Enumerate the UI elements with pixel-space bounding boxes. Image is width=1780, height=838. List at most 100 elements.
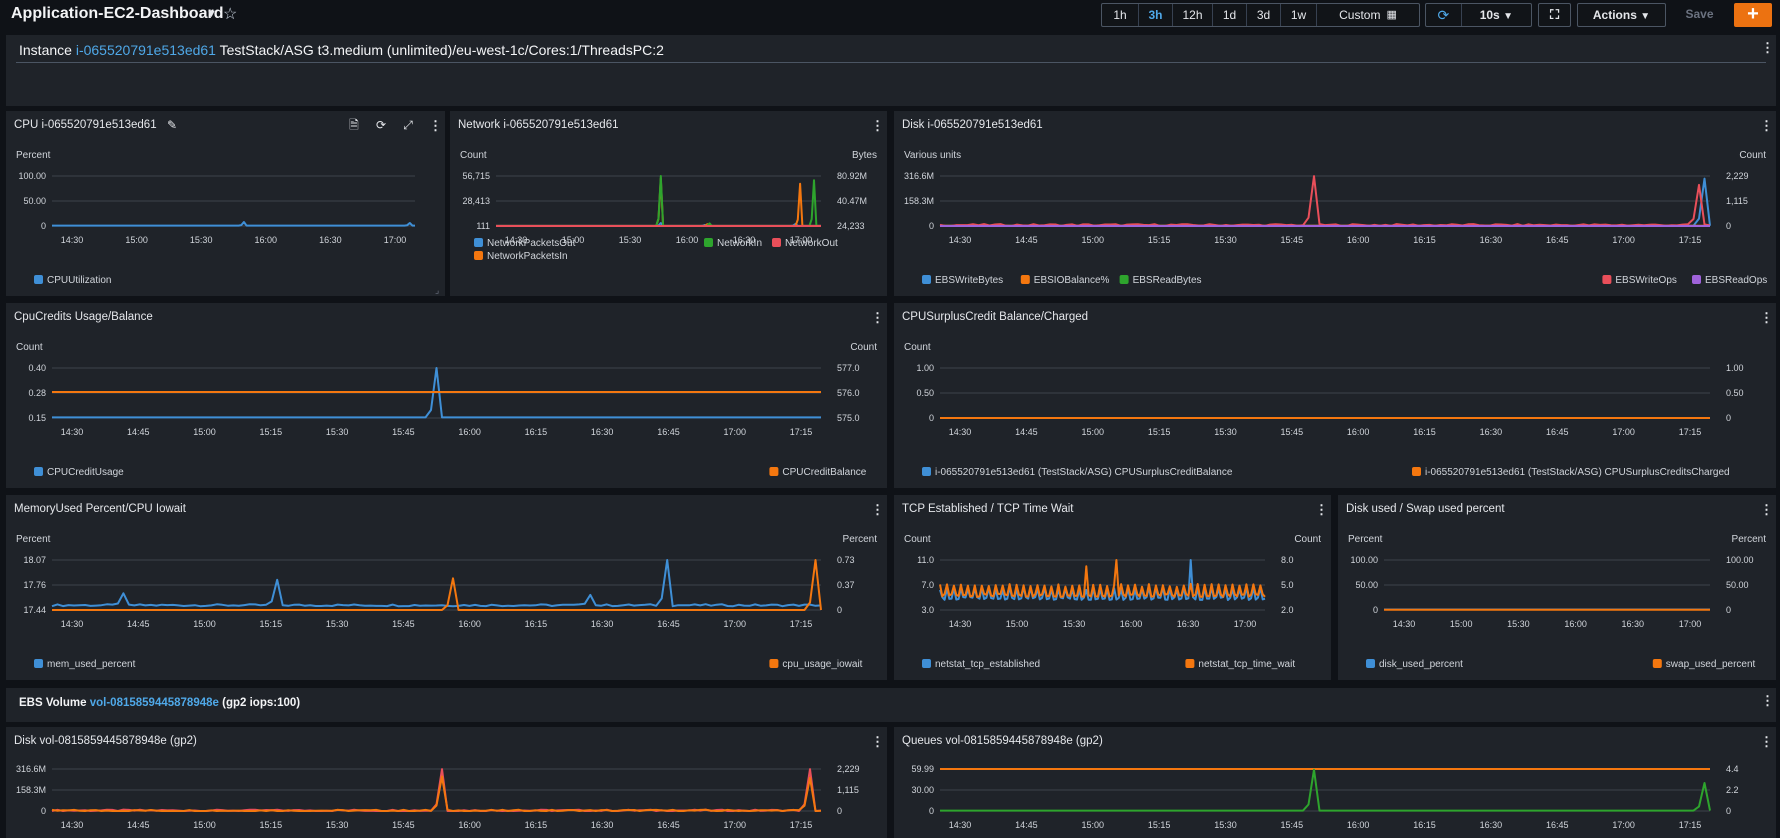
x-tick-label: 17:00 (723, 427, 746, 437)
right-axis-unit: Bytes (852, 150, 877, 161)
y2-tick-label: 8.0 (1281, 555, 1294, 565)
legend-item[interactable]: EBSWriteBytes (922, 275, 1003, 286)
dashboard-title[interactable]: Application-EC2-Dashboard (11, 5, 224, 22)
x-tick-label: 15:30 (326, 427, 349, 437)
y2-tick-label: 575.0 (837, 413, 860, 423)
y-tick-label: 100.00 (1350, 555, 1378, 565)
legend-item[interactable]: NetworkPacketsOut (474, 238, 576, 249)
widget-menu-icon[interactable]: ⋮ (1760, 118, 1773, 133)
x-tick-label: 14:30 (61, 427, 84, 437)
refresh-interval-dropdown[interactable]: 10s ▼ (1462, 4, 1531, 26)
edit-title-icon[interactable]: ✎ (167, 118, 178, 132)
top-bar: Application-EC2-Dashboard ▼ ☆ 1h 3h 12h … (0, 0, 1780, 30)
widget-menu-icon[interactable]: ⋮ (871, 310, 884, 325)
legend-item[interactable]: NetworkIn (704, 238, 762, 249)
widget-menu-icon[interactable]: ⋮ (1760, 310, 1773, 325)
y-tick-label: 0 (929, 413, 934, 423)
time-range-1h[interactable]: 1h (1102, 4, 1139, 26)
x-tick-label: 14:30 (949, 235, 972, 245)
ebs-volume-link[interactable]: vol-0815859445878948e (89, 697, 219, 709)
legend-item[interactable]: CPUCreditUsage (34, 467, 124, 478)
panel-title[interactable]: Queues vol-0815859445878948e (gp2) (902, 735, 1103, 747)
legend-item[interactable]: cpu_usage_iowait (769, 659, 863, 670)
y-tick-label: 11.0 (917, 555, 934, 565)
legend-item[interactable]: mem_used_percent (34, 659, 136, 670)
x-tick-label: 14:30 (949, 619, 972, 629)
x-tick-label: 16:15 (525, 427, 548, 437)
x-tick-label: 17:00 (1612, 427, 1635, 437)
panel-title[interactable]: Network i-065520791e513ed61 (458, 119, 619, 131)
x-tick-label: 15:15 (260, 427, 283, 437)
x-tick-label: 17:15 (1679, 427, 1702, 437)
fullscreen-icon[interactable]: ⛶ (1538, 3, 1571, 27)
time-range-12h[interactable]: 12h (1173, 4, 1213, 26)
y2-tick-label: 50.00 (1726, 580, 1749, 590)
panel-title[interactable]: CPUSurplusCredit Balance/Charged (902, 311, 1089, 323)
legend-item[interactable]: i-065520791e513ed61 (TestStack/ASG) CPUS… (922, 467, 1233, 478)
y-tick-label: 17.44 (23, 605, 46, 615)
panel-title[interactable]: MemoryUsed Percent/CPU Iowait (14, 503, 186, 515)
series-line-cpu-usage-iowait (52, 559, 822, 611)
x-tick-label: 16:15 (1413, 427, 1436, 437)
x-tick-label: 17:00 (723, 820, 746, 830)
panel-title[interactable]: CPU i-065520791e513ed61 (14, 119, 157, 131)
panel-title[interactable]: Disk vol-0815859445878948e (gp2) (14, 735, 197, 747)
svg-text:swap_used_percent: swap_used_percent (1666, 659, 1756, 670)
legend-item[interactable]: CPUUtilization (34, 275, 111, 286)
expand-icon[interactable]: ⤢ (403, 118, 413, 132)
widget-menu-icon[interactable]: ⋮ (1761, 693, 1774, 708)
svg-text:EBSWriteOps: EBSWriteOps (1615, 275, 1677, 286)
instance-id-link[interactable]: i-065520791e513ed61 (75, 42, 216, 58)
add-widget-button[interactable]: + (1734, 3, 1772, 27)
widget-menu-icon[interactable]: ⋮ (429, 118, 442, 133)
x-tick-label: 15:45 (1281, 235, 1304, 245)
dashboard-dropdown-icon[interactable]: ▼ (206, 8, 217, 20)
widget-menu-icon[interactable]: ⋮ (1761, 40, 1774, 55)
resize-handle-icon[interactable]: ⌟ (435, 285, 439, 295)
legend-item[interactable]: swap_used_percent (1652, 659, 1756, 670)
save-button[interactable]: Save (1685, 7, 1714, 21)
refresh-icon[interactable]: ⟳ (1426, 4, 1462, 26)
widget-menu-icon[interactable]: ⋮ (871, 502, 884, 517)
legend-item[interactable]: EBSReadBytes (1119, 275, 1202, 286)
favorite-star-icon[interactable]: ☆ (223, 6, 238, 23)
x-tick-label: 16:00 (458, 427, 481, 437)
y2-tick-label: 5.0 (1281, 580, 1294, 590)
legend-item[interactable]: netstat_tcp_time_wait (1185, 659, 1295, 670)
widget-menu-icon[interactable]: ⋮ (1315, 502, 1328, 517)
widget-menu-icon[interactable]: ⋮ (871, 118, 884, 133)
time-range-1d[interactable]: 1d (1213, 4, 1247, 26)
x-tick-label: 16:45 (1546, 235, 1569, 245)
svg-text:cpu_usage_iowait: cpu_usage_iowait (782, 659, 862, 670)
time-range-3d[interactable]: 3d (1247, 4, 1281, 26)
time-range-1w[interactable]: 1w (1281, 4, 1317, 26)
legend-item[interactable]: EBSReadOps (1692, 275, 1767, 286)
widget-menu-icon[interactable]: ⋮ (871, 734, 884, 749)
panel-title[interactable]: TCP Established / TCP Time Wait (902, 503, 1074, 515)
x-tick-label: 15:00 (1006, 619, 1029, 629)
legend-item[interactable]: disk_used_percent (1366, 659, 1463, 670)
legend-item[interactable]: i-065520791e513ed61 (TestStack/ASG) CPUS… (1412, 467, 1730, 478)
widget-menu-icon[interactable]: ⋮ (1760, 734, 1773, 749)
legend-item[interactable]: NetworkOut (772, 238, 838, 249)
legend-item[interactable]: netstat_tcp_established (922, 659, 1040, 670)
actions-button[interactable]: Actions ▼ (1577, 3, 1666, 27)
x-tick-label: 15:00 (1081, 427, 1104, 437)
panel-title[interactable]: Disk used / Swap used percent (1346, 503, 1505, 515)
svg-text:EBSReadBytes: EBSReadBytes (1133, 275, 1202, 286)
x-tick-label: 16:15 (525, 619, 548, 629)
panel-title[interactable]: Disk i-065520791e513ed61 (902, 119, 1043, 131)
time-range-custom[interactable]: Custom ▦ (1317, 4, 1419, 26)
widget-menu-icon[interactable]: ⋮ (1760, 502, 1773, 517)
x-tick-label: 16:00 (1120, 619, 1143, 629)
refresh-widget-icon[interactable]: ⟳ (375, 118, 387, 132)
legend-item[interactable]: EBSWriteOps (1602, 275, 1677, 286)
legend-item[interactable]: EBSIOBalance% (1020, 275, 1110, 286)
legend-item[interactable]: NetworkPacketsIn (474, 251, 568, 262)
series-line-netstat-tcp-time-wait (939, 559, 1266, 598)
panel-title[interactable]: CpuCredits Usage/Balance (14, 311, 153, 323)
legend-item[interactable]: CPUCreditBalance (769, 467, 867, 478)
time-range-3h[interactable]: 3h (1139, 4, 1173, 26)
view-source-icon[interactable]: 🗎 (349, 118, 359, 132)
x-tick-label: 14:30 (949, 820, 972, 830)
